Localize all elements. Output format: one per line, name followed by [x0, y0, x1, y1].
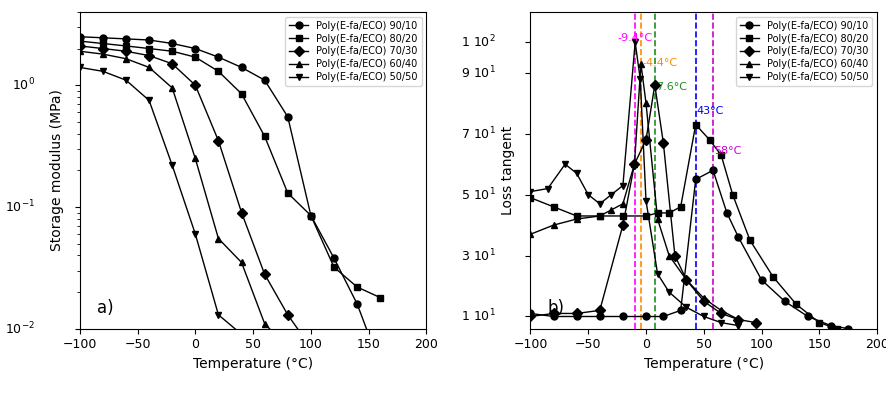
- Text: $7\ 10^{1}$: $7\ 10^{1}$: [461, 126, 496, 142]
- Text: $5\ 10^{1}$: $5\ 10^{1}$: [461, 187, 496, 203]
- Text: 58°C: 58°C: [714, 146, 742, 156]
- X-axis label: Temperature (°C): Temperature (°C): [193, 357, 313, 371]
- Text: b): b): [548, 299, 564, 317]
- Text: $1\ 10^{1}$: $1\ 10^{1}$: [461, 308, 496, 325]
- Y-axis label: Loss tangent: Loss tangent: [501, 126, 515, 215]
- Legend: Poly(E-fa/ECO) 90/10, Poly(E-fa/ECO) 80/20, Poly(E-fa/ECO) 70/30, Poly(E-fa/ECO): Poly(E-fa/ECO) 90/10, Poly(E-fa/ECO) 80/…: [735, 17, 873, 86]
- Text: $10^{-2}$: $10^{-2}$: [4, 320, 35, 337]
- Text: $10^{0}$: $10^{0}$: [12, 77, 35, 93]
- Text: 7.6°C: 7.6°C: [657, 82, 688, 92]
- Legend: Poly(E-fa/ECO) 90/10, Poly(E-fa/ECO) 80/20, Poly(E-fa/ECO) 70/30, Poly(E-fa/ECO): Poly(E-fa/ECO) 90/10, Poly(E-fa/ECO) 80/…: [285, 17, 422, 86]
- Text: $10^{-1}$: $10^{-1}$: [4, 199, 35, 215]
- Text: $3\ 10^{1}$: $3\ 10^{1}$: [461, 247, 496, 264]
- Text: a): a): [97, 299, 113, 317]
- Text: -9.4°C: -9.4°C: [618, 33, 653, 43]
- Y-axis label: Storage modulus (MPa): Storage modulus (MPa): [51, 89, 65, 251]
- X-axis label: Temperature (°C): Temperature (°C): [644, 357, 764, 371]
- Text: $9\ 10^{1}$: $9\ 10^{1}$: [461, 65, 496, 81]
- Text: 43°C: 43°C: [697, 106, 724, 116]
- Text: $1\ 10^{2}$: $1\ 10^{2}$: [461, 34, 496, 51]
- Text: -4.4°C: -4.4°C: [642, 57, 678, 68]
